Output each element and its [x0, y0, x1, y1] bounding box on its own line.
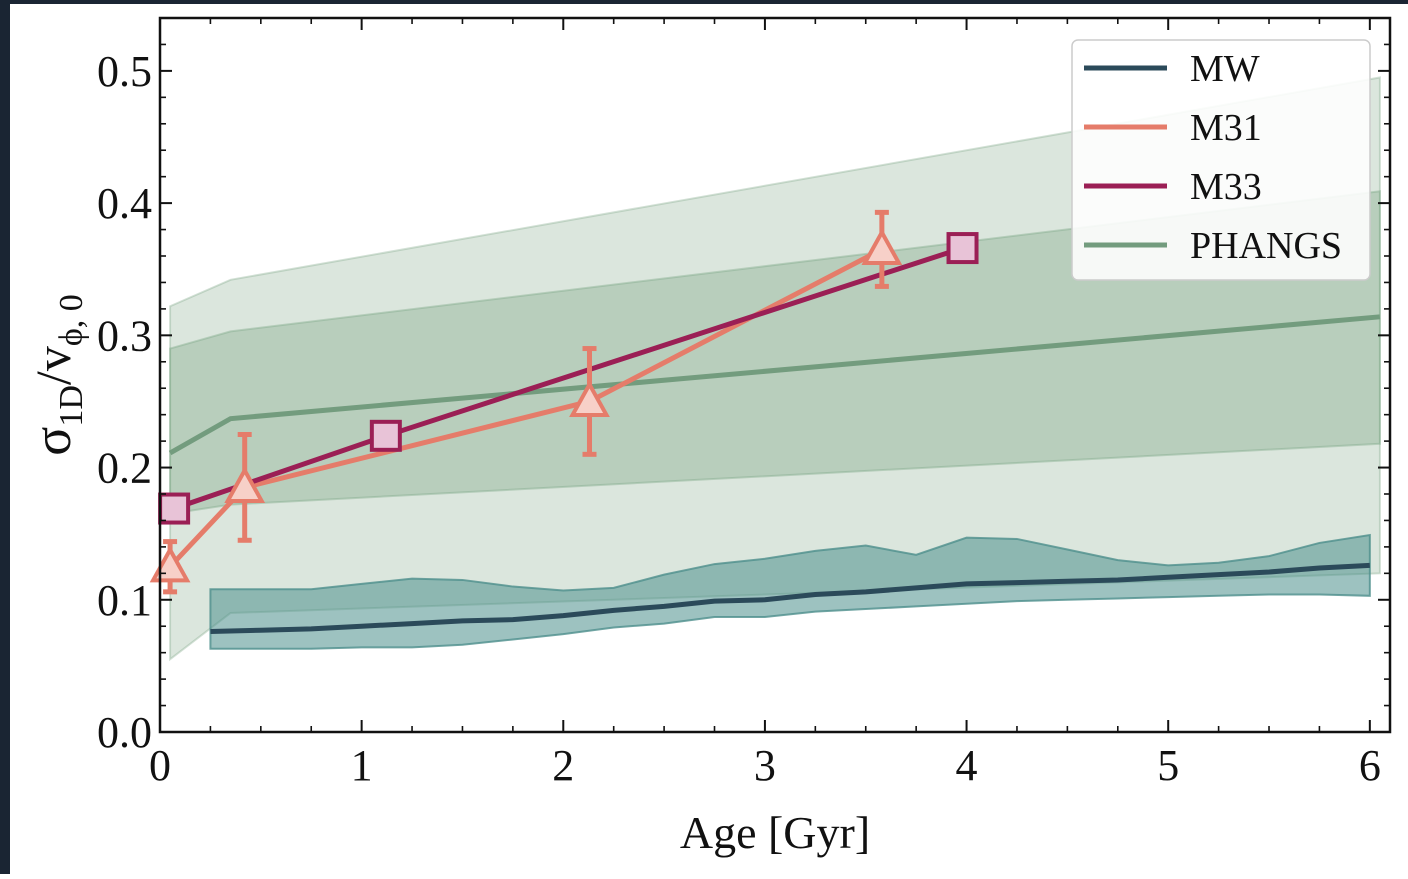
x-axis-label: Age [Gyr] [680, 807, 870, 858]
marker-layer [149, 209, 979, 595]
legend-label-m31: M31 [1190, 107, 1262, 149]
m31-point [224, 466, 266, 503]
y-label-sigma: σ [22, 427, 82, 456]
m33-point [158, 492, 191, 525]
y-tick-label: 0.1 [97, 576, 152, 625]
y-tick-label: 0.5 [97, 47, 152, 96]
y-tick-label: 0.4 [97, 179, 152, 228]
legend-label-phangs: PHANGS [1190, 225, 1342, 267]
y-axis-label: σ1D/vϕ, 0 [22, 294, 90, 455]
axes-layer: 0 1 2 3 4 5 6 0.0 0.1 0.2 0.3 0.4 0.5 [97, 16, 1392, 790]
m31-point [861, 228, 903, 265]
m31-line [168, 247, 884, 569]
m31-point [569, 380, 610, 418]
legend-box [1071, 39, 1371, 281]
y-tick-label: 0.2 [97, 444, 152, 493]
m33-point [369, 419, 402, 452]
mw-line [210, 562, 1370, 635]
x-tick-label: 3 [754, 741, 776, 790]
top-edge-strip [0, 0, 1408, 4]
legend-label-mw: MW [1190, 48, 1260, 90]
phangs-line [168, 314, 1381, 456]
x-tick-label: 5 [1157, 741, 1179, 790]
legend: MW M31 M33 PHANGS [1071, 39, 1371, 281]
x-tick-label: 4 [956, 741, 978, 790]
y-label-v: /v [25, 346, 81, 385]
plot-frame [158, 16, 1392, 734]
x-tick-label: 0 [149, 741, 171, 790]
y-tick-label: 0.0 [97, 708, 152, 757]
y-label-sub-phi0: ϕ, 0 [53, 294, 90, 346]
x-tick-label: 1 [351, 741, 373, 790]
y-tick-label: 0.3 [97, 311, 152, 360]
legend-label-m33: M33 [1190, 166, 1262, 208]
y-label-sub-1d: 1D [53, 385, 90, 427]
m33-point [946, 232, 979, 265]
left-edge-strip [0, 0, 10, 874]
x-tick-label: 2 [552, 741, 574, 790]
x-tick-label: 6 [1359, 741, 1381, 790]
